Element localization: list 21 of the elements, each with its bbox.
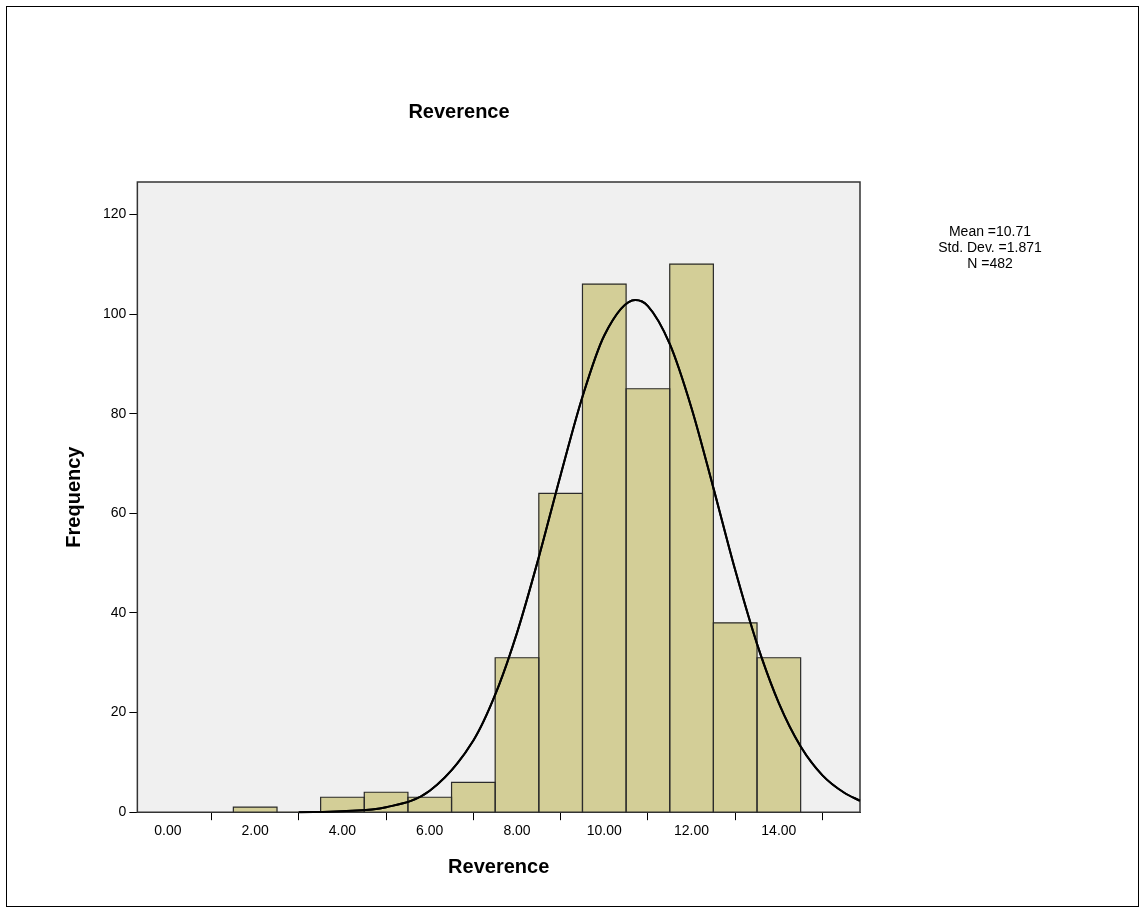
text: Std. Dev. =1.871: [938, 238, 1043, 255]
y-tick-label: 20: [110, 703, 127, 720]
y-tick-label: 0: [118, 803, 127, 820]
y-tick-label: 120: [103, 205, 127, 222]
x-tick-label: 6.00: [416, 822, 444, 839]
text: Mean =10.71: [948, 222, 1032, 239]
y-tick-label: 100: [103, 304, 127, 321]
x-tick-label: 14.00: [761, 822, 797, 839]
x-tick-label: 8.00: [503, 822, 531, 839]
x-tick-label: 12.00: [674, 822, 710, 839]
x-axis-title: Reverence: [448, 854, 550, 877]
chart-title: Reverence: [408, 99, 510, 122]
y-axis-title: Frequency: [61, 445, 84, 548]
y-tick-label: 60: [110, 504, 127, 521]
text: N =482: [967, 254, 1013, 271]
x-tick-label: 2.00: [241, 822, 270, 839]
x-tick-label: 4.00: [328, 822, 357, 839]
y-tick-label: 40: [110, 603, 127, 620]
x-tick-label: 0.00: [154, 822, 182, 839]
x-tick-label: 10.00: [586, 822, 623, 839]
y-tick-label: 80: [110, 404, 127, 421]
